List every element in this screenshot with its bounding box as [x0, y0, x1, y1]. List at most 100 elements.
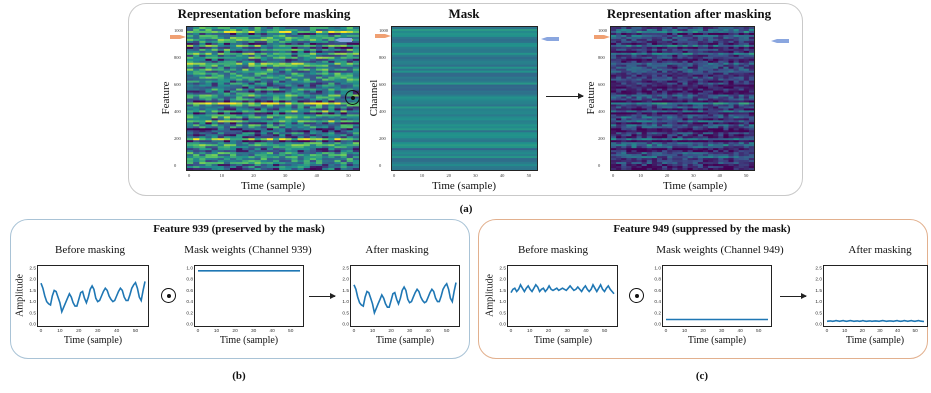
panel-c-xlabel-mask: Time (sample): [687, 335, 747, 346]
hm3-ytick: 200: [598, 136, 605, 141]
hm2-xtick: 50: [526, 173, 532, 178]
panel-b-title: Feature 939 (preserved by the mask): [153, 223, 325, 235]
plot-c-mask-xtick: 50: [756, 328, 762, 334]
plot-b-mask-ytick: 0.8: [186, 277, 193, 283]
plot-b-before-ytick: 0.0: [29, 322, 36, 328]
plot-c-mask-xtick: 40: [738, 328, 744, 334]
hm3-ytick: 1000: [598, 28, 607, 33]
panel-c-ylabel: Amplitude: [484, 274, 496, 317]
arrow-right-icon-b: [309, 293, 336, 299]
plot-c-after-masking: 2.5 2.0 1.5 1.0 0.5 0.0 0 10 20 30 40 50: [815, 265, 928, 334]
panel-b-sub-before: Before masking: [55, 244, 125, 256]
plot-b-after-ytick: 1.0: [342, 299, 349, 305]
plot-b-before-xtick: 0: [40, 328, 43, 334]
hm2-xtick: 30: [473, 173, 478, 178]
plot-b-after-xtick: 0: [353, 328, 356, 334]
plot-b-mask-xtick: 20: [232, 328, 238, 334]
plot-c-mask-ytick: 0.0: [654, 322, 661, 328]
plot-c-before-series-line: [510, 282, 615, 295]
hm1-xtick: 0: [188, 173, 191, 178]
ylabel-feature-before: Feature: [160, 81, 172, 115]
hm2-ytick: 0: [379, 163, 382, 168]
hm1-xtick: 20: [251, 173, 256, 178]
panel-b-frame: [10, 219, 470, 359]
plot-b-mask-ytick: 0.4: [186, 299, 193, 305]
plot-c-after-xtick: 40: [895, 328, 901, 334]
plot-b-after-xtick: 10: [370, 328, 376, 334]
hm1-ytick: 400: [174, 109, 181, 114]
hm2-xtick: 40: [499, 173, 505, 178]
plot-c-mask-xtick: 30: [719, 328, 725, 334]
plot-b-after-xtick: 50: [444, 328, 450, 334]
plot-b-after-xtick: 30: [407, 328, 413, 334]
plot-c-after-ytick: 1.5: [815, 288, 822, 294]
blue-arrow-marker-before: [334, 38, 352, 42]
hadamard-product-icon-c: [629, 288, 644, 303]
plot-b-mask-ytick: 0.6: [186, 288, 193, 294]
plot-b-before-xtick: 30: [95, 328, 101, 334]
plot-b-after-xtick: 40: [426, 328, 432, 334]
arrow-right-icon-c: [780, 293, 807, 299]
plot-c-before-masking: 2.5 2.0 1.5 1.0 0.5 0.0 0 10 20 30 40 50: [499, 265, 618, 334]
heatmap-mask: [391, 26, 538, 171]
heatmap-after-masking: [610, 26, 755, 171]
title-mask: Mask: [448, 6, 480, 21]
hm3-xtick: 40: [717, 173, 722, 178]
xlabel-heatmap-after: Time (sample): [662, 180, 728, 192]
panel-a-frame: [128, 3, 803, 196]
hm1-cells: [187, 27, 359, 170]
hadamard-product-icon-b: [161, 288, 176, 303]
plot-c-after-ytick: 0.0: [815, 322, 822, 328]
orange-arrow-marker-after: [594, 35, 610, 39]
panel-b-ylabel: Amplitude: [14, 274, 26, 317]
plot-c-before-ytick: 1.0: [499, 299, 506, 305]
plot-b-mask-xtick: 30: [251, 328, 257, 334]
hm1-ytick: 800: [174, 55, 181, 60]
plot-b-mask-ytick: 0.0: [186, 322, 193, 328]
plot-b-mask-xtick: 40: [270, 328, 276, 334]
plot-b-before-xtick: 20: [76, 328, 82, 334]
hm2-ytick: 800: [379, 55, 386, 60]
heatmap-before-masking: [186, 26, 360, 171]
plot-c-before-ytick: 2.5: [499, 266, 506, 272]
arrow-right-icon: [546, 93, 584, 99]
panel-b-sub-mask: Mask weights (Channel 939): [184, 244, 312, 256]
hm2-ytick: 200: [379, 136, 386, 141]
panel-c-sub-mask: Mask weights (Channel 949): [656, 244, 784, 256]
plot-b-before-xtick: 10: [57, 328, 63, 334]
title-after-masking: Representation after masking: [606, 6, 772, 21]
plot-c-after-ytick: 2.0: [815, 277, 822, 283]
plot-c-after-ytick: 1.0: [815, 299, 822, 305]
panel-c-xlabel-before: Time (sample): [533, 335, 593, 346]
orange-arrow-marker-mask: [375, 34, 391, 38]
plot-c-mask-xtick: 10: [682, 328, 688, 334]
caption-b: (b): [232, 370, 246, 382]
plot-c-after-xtick: 10: [842, 328, 848, 334]
plot-c-mask-weights: 1.0 0.8 0.6 0.4 0.2 0.0 0 10 20 30 40 50: [654, 265, 772, 334]
panel-b-xlabel-before: Time (sample): [63, 335, 123, 346]
hm3-ytick: 800: [598, 55, 605, 60]
plot-c-before-ytick: 0.0: [499, 322, 506, 328]
panel-b-xlabel-after: Time (sample): [375, 335, 435, 346]
hm3-cells: [611, 27, 754, 170]
panel-b-sub-after: After masking: [365, 244, 429, 256]
plot-c-before-xtick: 50: [602, 328, 608, 334]
plot-c-mask-xtick: 20: [700, 328, 706, 334]
plot-c-after-ytick: 2.5: [815, 266, 822, 272]
hm2-ytick: 600: [379, 82, 386, 87]
hm1-ytick: 1000: [174, 28, 183, 33]
plot-c-before-xtick: 30: [565, 328, 571, 334]
hm3-xtick: 20: [664, 173, 670, 178]
panel-c-xlabel-after: Time (sample): [845, 335, 905, 346]
plot-b-mask-ytick: 1.0: [186, 266, 193, 272]
plot-c-mask-ytick: 0.6: [654, 288, 661, 294]
plot-b-after-ytick: 0.5: [342, 310, 349, 316]
plot-c-before-ytick: 1.5: [499, 288, 506, 294]
blue-arrow-marker-mask: [541, 37, 559, 41]
plot-b-before-masking: 2.5 2.0 1.5 1.0 0.5 0.0 0 10 20 30 40 50: [29, 265, 149, 334]
hm2-cells: [392, 27, 537, 170]
plot-c-after-xtick: 20: [860, 328, 866, 334]
plot-c-before-ytick: 2.0: [499, 277, 506, 283]
plot-b-after-xtick: 20: [388, 328, 394, 334]
plot-b-before-xtick: 40: [114, 328, 120, 334]
